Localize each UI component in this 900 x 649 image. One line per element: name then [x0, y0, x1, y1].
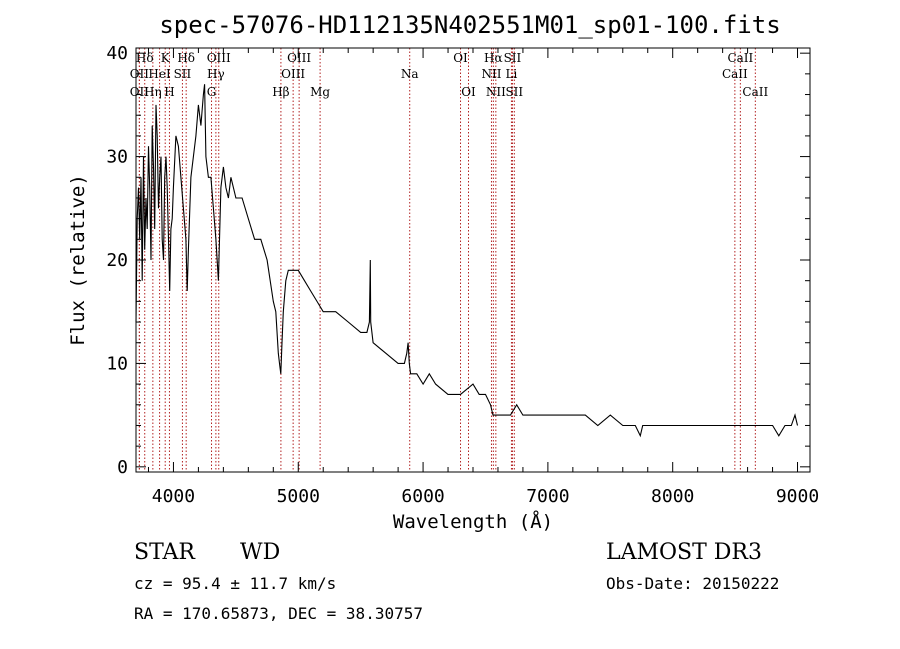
line-label: Mg	[310, 85, 330, 99]
line-label: G	[207, 85, 217, 99]
line-label: HeI	[148, 67, 171, 81]
line-label: Hη	[144, 85, 162, 99]
line-label: Li	[506, 67, 518, 81]
x-tick-label: 4000	[152, 486, 195, 507]
x-tick-label: 8000	[651, 486, 694, 507]
line-label: CaII	[722, 67, 748, 81]
line-label: CaII	[742, 85, 768, 99]
line-label: SII	[505, 85, 523, 99]
line-label: NII	[486, 85, 506, 99]
line-label: SII	[174, 67, 192, 81]
obs-date: Obs-Date: 20150222	[606, 574, 779, 593]
coords-readout: RA = 170.65873, DEC = 38.30757	[134, 604, 423, 623]
x-axis-ticks: 4000 5000 6000 7000 8000 9000	[147, 48, 819, 507]
line-label: OIII	[281, 67, 305, 81]
x-axis-label: Wavelength (Å)	[393, 510, 553, 533]
line-label: OIII	[207, 51, 231, 65]
line-label: OI	[461, 85, 476, 99]
y-tick-label: 40	[106, 43, 128, 64]
line-label: H	[164, 85, 174, 99]
line-label: Na	[401, 67, 419, 81]
line-label: Hδ	[136, 51, 154, 65]
y-tick-label: 10	[106, 353, 128, 374]
line-label: OII	[130, 85, 150, 99]
y-axis-label: Flux (relative)	[67, 174, 89, 346]
flux-series-line	[135, 84, 799, 438]
y-tick-label: 30	[106, 147, 128, 168]
x-tick-label: 9000	[776, 486, 819, 507]
class-label: STAR	[134, 540, 196, 565]
y-tick-label: 0	[117, 457, 128, 478]
y-tick-label: 20	[106, 250, 128, 271]
line-label: Hδ	[177, 51, 195, 65]
x-tick-label: 7000	[526, 486, 569, 507]
chart-title: spec-57076-HD112135N402551M01_sp01-100.f…	[159, 11, 780, 39]
x-tick-label: 6000	[401, 486, 444, 507]
cz-readout: cz = 95.4 ± 11.7 km/s	[134, 574, 336, 593]
line-label: SII	[504, 51, 522, 65]
line-label: NII	[481, 67, 501, 81]
line-label: CaII	[727, 51, 753, 65]
line-label: OI	[453, 51, 468, 65]
subclass-label: WD	[240, 540, 280, 565]
line-label: K	[161, 51, 171, 65]
x-tick-label: 5000	[277, 486, 320, 507]
line-label: OIII	[287, 51, 311, 65]
line-label: Hα	[484, 51, 503, 65]
survey-label: LAMOST DR3	[606, 540, 762, 565]
plot-frame	[135, 47, 811, 473]
spectral-line-markers	[138, 48, 756, 472]
line-label: Hβ	[272, 85, 289, 99]
line-label: Hγ	[207, 67, 225, 81]
y-axis-ticks: 0 10 20 30 40	[106, 43, 810, 478]
